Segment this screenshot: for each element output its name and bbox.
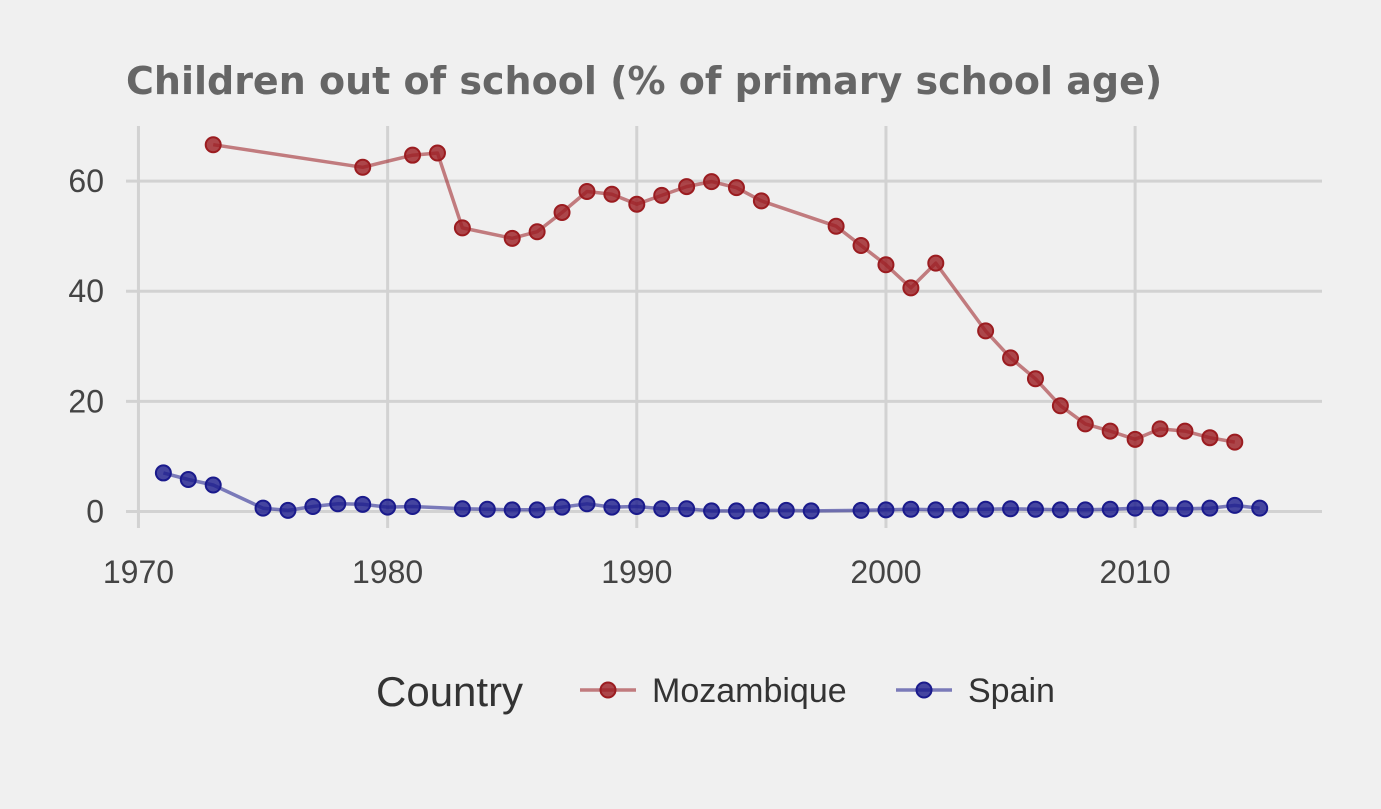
data-point <box>1051 397 1069 415</box>
data-point <box>1026 500 1044 518</box>
data-point <box>279 501 297 519</box>
data-point <box>354 495 372 513</box>
data-point <box>1176 422 1194 440</box>
data-point <box>802 502 820 520</box>
x-tick-label: 2010 <box>1100 554 1171 590</box>
data-point <box>653 186 671 204</box>
data-point <box>752 501 770 519</box>
data-point <box>304 498 322 516</box>
data-point <box>179 471 197 489</box>
x-tick-label: 1970 <box>103 554 174 590</box>
legend-item-spain: Spain <box>896 672 1055 710</box>
data-point <box>379 498 397 516</box>
data-point <box>952 501 970 519</box>
data-point <box>1101 500 1119 518</box>
data-point <box>653 500 671 518</box>
data-point <box>1201 499 1219 517</box>
data-point <box>678 178 696 196</box>
data-point <box>553 498 571 516</box>
axis-tick-labels: 1970 1980 1990 2000 2010 0 20 40 60 <box>68 163 1170 590</box>
data-point <box>1076 415 1094 433</box>
chart-title: Children out of school (% of primary sch… <box>126 59 1162 103</box>
data-point <box>902 500 920 518</box>
data-point <box>578 183 596 201</box>
data-point <box>727 179 745 197</box>
data-point <box>827 217 845 235</box>
data-point <box>1201 429 1219 447</box>
x-tick-label: 2000 <box>850 554 921 590</box>
series-mozambique <box>204 136 1244 451</box>
data-point <box>877 256 895 274</box>
data-point <box>1076 501 1094 519</box>
y-tick-label: 40 <box>68 273 104 309</box>
data-point <box>1051 501 1069 519</box>
data-point <box>528 501 546 519</box>
data-point <box>1002 500 1020 518</box>
data-point <box>678 500 696 518</box>
data-point <box>1151 499 1169 517</box>
data-point <box>603 185 621 203</box>
legend-item-mozambique: Mozambique <box>580 672 847 710</box>
data-point <box>927 501 945 519</box>
data-point <box>354 158 372 176</box>
data-point <box>453 500 471 518</box>
data-point <box>902 279 920 297</box>
legend: Country Mozambique Spain <box>376 668 1055 715</box>
data-point <box>503 229 521 247</box>
data-point <box>752 192 770 210</box>
data-point <box>977 322 995 340</box>
legend-title: Country <box>376 668 523 715</box>
data-point <box>1126 430 1144 448</box>
data-point <box>453 219 471 237</box>
data-point <box>777 501 795 519</box>
data-point <box>877 501 895 519</box>
data-point <box>703 173 721 191</box>
data-point <box>478 500 496 518</box>
x-tick-label: 1980 <box>352 554 423 590</box>
data-point <box>154 464 172 482</box>
y-tick-label: 20 <box>68 383 104 419</box>
data-point <box>1151 420 1169 438</box>
data-point <box>852 501 870 519</box>
legend-label: Mozambique <box>652 672 847 710</box>
data-point <box>503 501 521 519</box>
data-point <box>204 476 222 494</box>
data-point <box>404 146 422 164</box>
data-point <box>1251 499 1269 517</box>
legend-point-key <box>599 681 617 699</box>
data-point <box>703 502 721 520</box>
data-point <box>628 195 646 213</box>
data-point <box>977 500 995 518</box>
data-point <box>254 499 272 517</box>
data-point <box>1226 496 1244 514</box>
data-point <box>727 502 745 520</box>
data-point <box>927 254 945 272</box>
data-point <box>204 136 222 154</box>
y-tick-label: 0 <box>86 493 104 529</box>
data-point <box>603 498 621 516</box>
y-tick-label: 60 <box>68 163 104 199</box>
data-point <box>1176 500 1194 518</box>
data-point <box>1002 349 1020 367</box>
x-tick-label: 1990 <box>601 554 672 590</box>
data-point <box>553 203 571 221</box>
data-point <box>1101 422 1119 440</box>
data-point <box>578 495 596 513</box>
data-point <box>528 223 546 241</box>
legend-point-key <box>915 681 933 699</box>
legend-label: Spain <box>968 672 1055 710</box>
series-spain <box>154 464 1269 520</box>
data-point <box>428 144 446 162</box>
data-series <box>154 136 1269 520</box>
series-line <box>212 142 1236 444</box>
data-point <box>628 498 646 516</box>
data-point <box>1126 499 1144 517</box>
data-point <box>329 495 347 513</box>
data-point <box>852 236 870 254</box>
data-point <box>404 498 422 516</box>
data-point <box>1226 433 1244 451</box>
data-point <box>1026 370 1044 388</box>
